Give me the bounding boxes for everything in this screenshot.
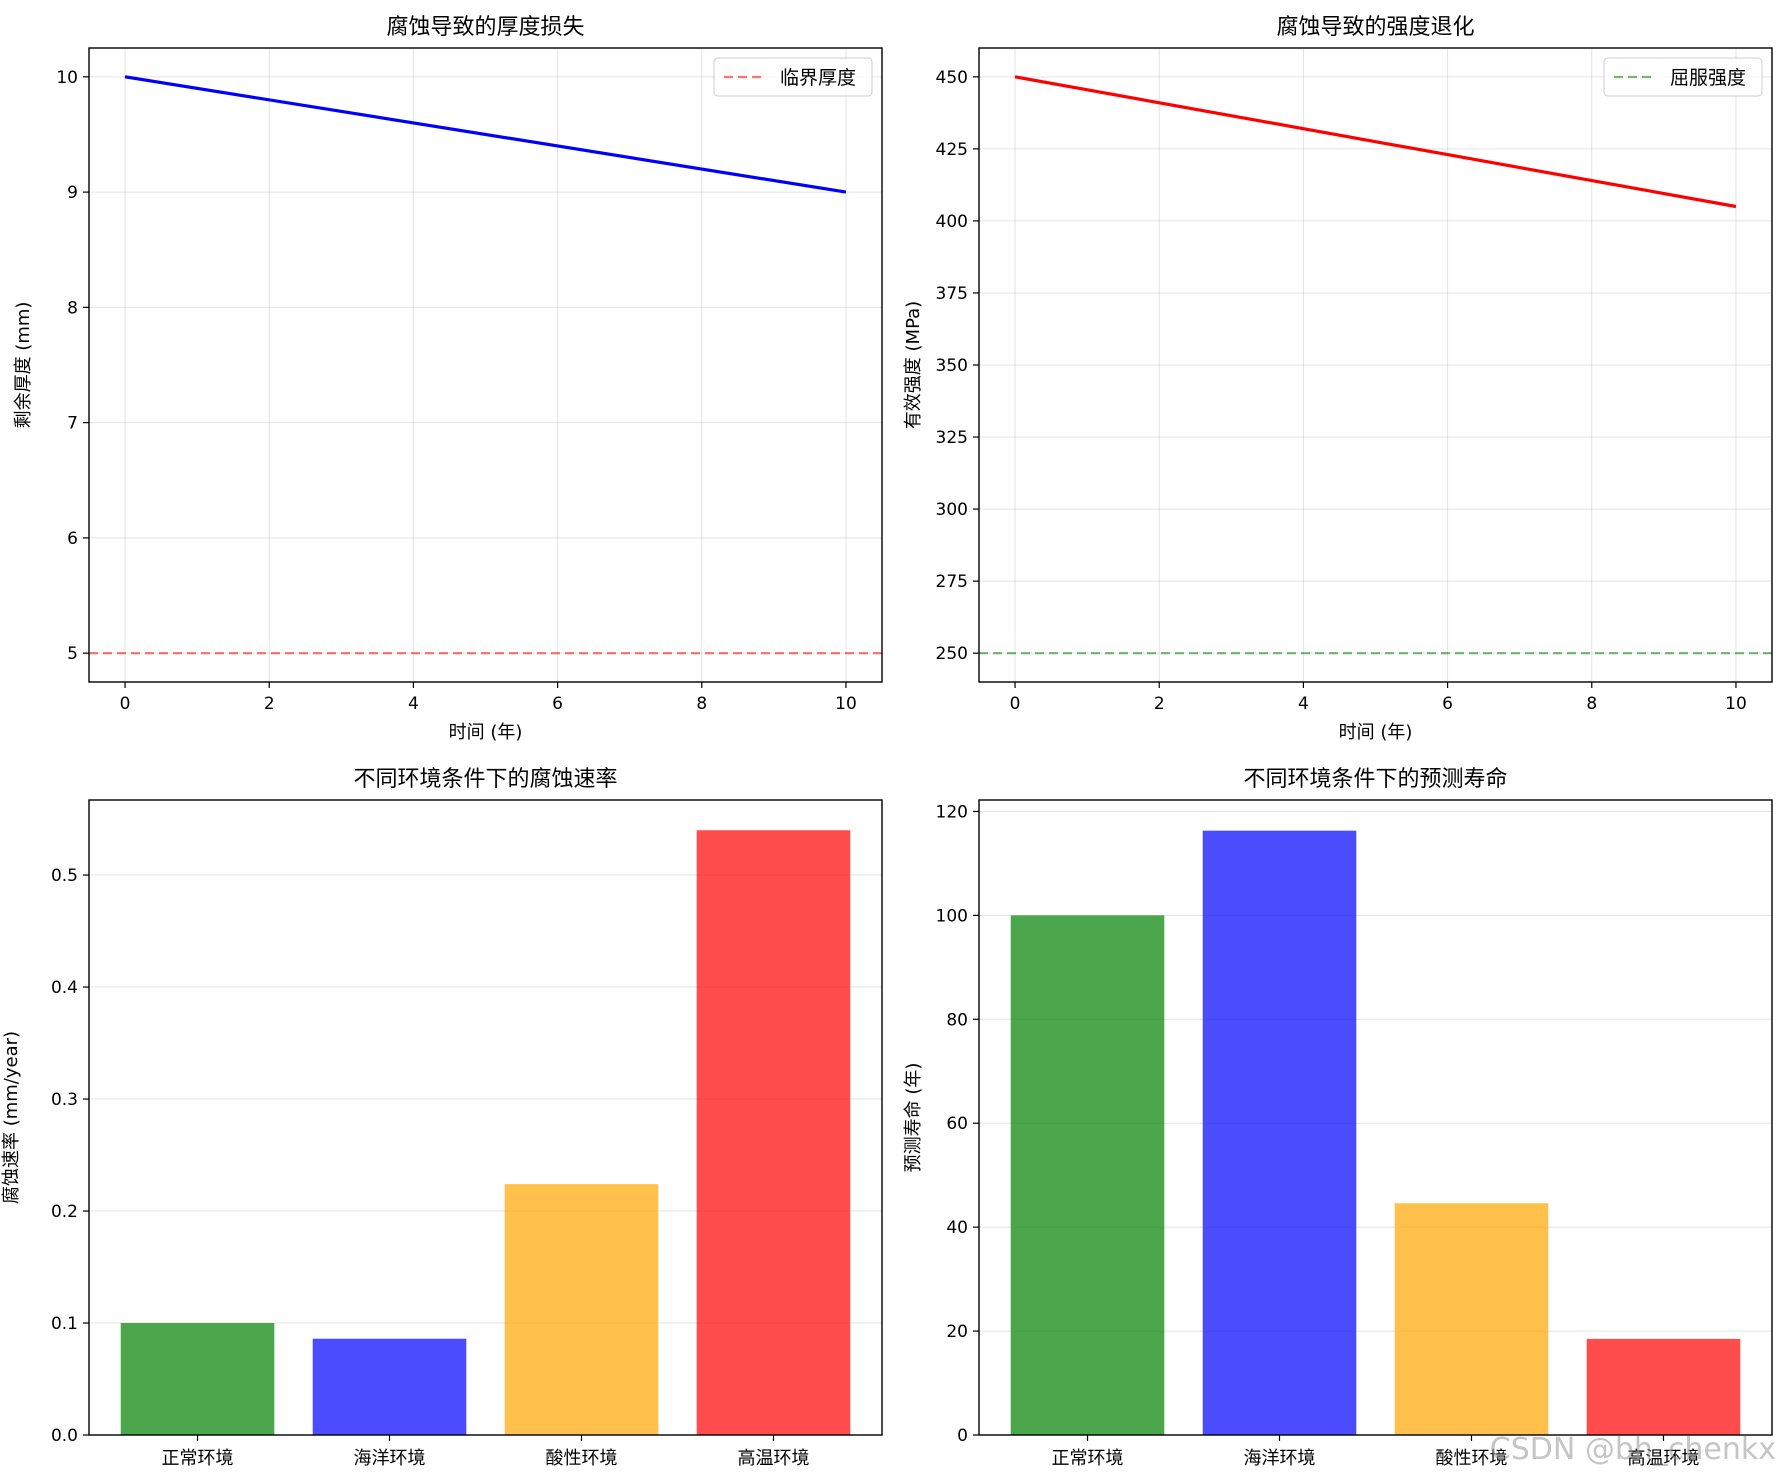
- y-tick-label: 40: [946, 1218, 968, 1238]
- bar: [1394, 1203, 1549, 1435]
- bar: [504, 1184, 659, 1435]
- y-tick-label: 450: [936, 68, 968, 88]
- y-tick-label: 0.4: [51, 978, 78, 998]
- x-tick-label: 正常环境: [162, 1448, 234, 1469]
- y-tick-label: 7: [67, 414, 78, 434]
- y-axis-label: 腐蚀速率 (mm/year): [1, 1031, 22, 1204]
- x-tick-label: 酸性环境: [1435, 1448, 1507, 1469]
- plot-frame: [88, 799, 883, 1436]
- chart-title: 腐蚀导致的厚度损失: [386, 15, 584, 40]
- y-tick-label: 120: [936, 802, 968, 822]
- y-tick-label: 325: [936, 428, 968, 448]
- plot-frame: [978, 799, 1773, 1436]
- plot-frame: [88, 47, 883, 683]
- y-tick-label: 9: [67, 183, 78, 203]
- chart-title: 不同环境条件下的预测寿命: [1243, 767, 1507, 792]
- y-tick-label: 0.0: [51, 1426, 78, 1446]
- y-tick-label: 300: [936, 500, 968, 520]
- x-tick-label: 0: [120, 694, 131, 714]
- x-tick-label: 10: [835, 694, 857, 714]
- x-tick-label: 正常环境: [1052, 1448, 1124, 1469]
- x-tick-label: 2: [1154, 694, 1165, 714]
- y-tick-label: 0.5: [51, 866, 78, 886]
- y-tick-label: 375: [936, 284, 968, 304]
- bar: [696, 830, 851, 1435]
- x-tick-label: 0: [1010, 694, 1021, 714]
- series-line: [1014, 75, 1737, 209]
- x-tick-label: 酸性环境: [545, 1448, 617, 1469]
- bar: [1010, 915, 1165, 1435]
- y-tick-label: 250: [936, 644, 968, 664]
- plot-frame: [978, 47, 1773, 683]
- x-tick-label: 8: [696, 694, 707, 714]
- y-tick-label: 425: [936, 140, 968, 160]
- bar: [1586, 1338, 1741, 1435]
- legend-box: [1603, 57, 1763, 97]
- y-tick-label: 0.2: [51, 1202, 78, 1222]
- y-axis-label: 剩余厚度 (mm): [13, 302, 34, 429]
- y-tick-label: 60: [946, 1114, 968, 1134]
- y-tick-label: 5: [67, 644, 78, 664]
- x-tick-label: 海洋环境: [1244, 1448, 1316, 1469]
- x-tick-label: 10: [1725, 694, 1747, 714]
- chart-title: 不同环境条件下的腐蚀速率: [353, 767, 617, 792]
- x-tick-label: 6: [1442, 694, 1453, 714]
- y-tick-label: 0.1: [51, 1314, 78, 1334]
- y-tick-label: 6: [67, 529, 78, 549]
- legend-label: 屈服强度: [1670, 67, 1746, 89]
- x-tick-label: 8: [1586, 694, 1597, 714]
- series-line: [124, 75, 847, 194]
- y-tick-label: 10: [56, 68, 78, 88]
- x-axis-label: 时间 (年): [449, 722, 523, 743]
- bar: [312, 1338, 467, 1435]
- y-tick-label: 275: [936, 572, 968, 592]
- y-axis-label: 有效强度 (MPa): [903, 301, 924, 429]
- x-axis-label: 时间 (年): [1339, 722, 1413, 743]
- bar: [120, 1323, 275, 1435]
- y-tick-label: 100: [936, 906, 968, 926]
- watermark: CSDN @bh_chenkx: [1489, 1432, 1776, 1467]
- x-tick-label: 2: [264, 694, 275, 714]
- x-tick-label: 4: [408, 694, 419, 714]
- y-axis-label: 预测寿命 (年): [903, 1063, 924, 1173]
- y-tick-label: 350: [936, 356, 968, 376]
- y-tick-label: 0.3: [51, 1090, 78, 1110]
- legend-box: [713, 57, 873, 97]
- y-tick-label: 20: [946, 1322, 968, 1342]
- x-tick-label: 4: [1298, 694, 1309, 714]
- x-tick-label: 6: [552, 694, 563, 714]
- y-tick-label: 80: [946, 1010, 968, 1030]
- y-tick-label: 400: [936, 212, 968, 232]
- y-tick-label: 8: [67, 298, 78, 318]
- x-tick-label: 高温环境: [737, 1448, 809, 1469]
- x-tick-label: 高温环境: [1627, 1448, 1699, 1469]
- x-tick-label: 海洋环境: [354, 1448, 426, 1469]
- legend-label: 临界厚度: [780, 67, 856, 89]
- chart-title: 腐蚀导致的强度退化: [1276, 15, 1474, 40]
- bar: [1202, 830, 1357, 1435]
- y-tick-label: 0: [957, 1426, 968, 1446]
